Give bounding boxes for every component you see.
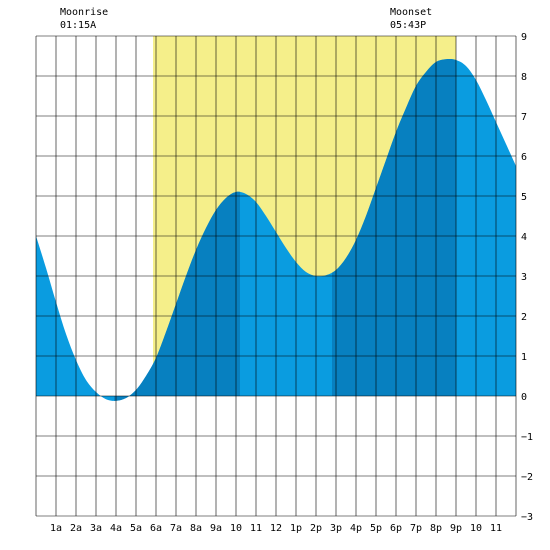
y-tick-label: 0 [521, 392, 527, 403]
x-tick-label: 1a [50, 523, 62, 534]
moonset-label: Moonset [390, 7, 432, 18]
x-tick-label: 4a [110, 523, 122, 534]
tide-area-shaded [114, 191, 240, 401]
y-tick-label: −3 [521, 512, 533, 523]
x-tick-label: 7a [170, 523, 182, 534]
x-tick-label: 6a [150, 523, 162, 534]
y-tick-label: −2 [521, 472, 533, 483]
y-tick-label: 9 [521, 32, 527, 43]
x-tick-label: 10 [230, 523, 242, 534]
x-tick-label: 8a [190, 523, 202, 534]
x-tick-label: 5a [130, 523, 142, 534]
x-tick-label: 10 [470, 523, 482, 534]
y-tick-label: 7 [521, 112, 527, 123]
moonset-time: 05:43P [390, 20, 426, 31]
y-tick-label: 4 [521, 232, 527, 243]
y-tick-label: −1 [521, 432, 533, 443]
x-tick-label: 6p [390, 523, 402, 534]
y-tick-label: 8 [521, 72, 527, 83]
x-tick-label: 7p [410, 523, 422, 534]
x-tick-label: 1p [290, 523, 302, 534]
x-tick-label: 2p [310, 523, 322, 534]
x-tick-label: 11 [250, 523, 262, 534]
moonrise-time: 01:15A [60, 20, 96, 31]
x-tick-label: 8p [430, 523, 442, 534]
x-tick-label: 3p [330, 523, 342, 534]
y-tick-label: 3 [521, 272, 527, 283]
y-tick-label: 1 [521, 352, 527, 363]
x-tick-label: 9a [210, 523, 222, 534]
x-tick-label: 12 [270, 523, 282, 534]
x-tick-label: 11 [490, 523, 502, 534]
moonrise-label: Moonrise [60, 7, 108, 18]
y-tick-label: 2 [521, 312, 527, 323]
x-tick-label: 2a [70, 523, 82, 534]
y-tick-label: 6 [521, 152, 527, 163]
x-tick-label: 9p [450, 523, 462, 534]
x-tick-label: 3a [90, 523, 102, 534]
x-tick-label: 4p [350, 523, 362, 534]
x-tick-label: 5p [370, 523, 382, 534]
tide-area-shaded [332, 59, 456, 396]
y-tick-label: 5 [521, 192, 527, 203]
